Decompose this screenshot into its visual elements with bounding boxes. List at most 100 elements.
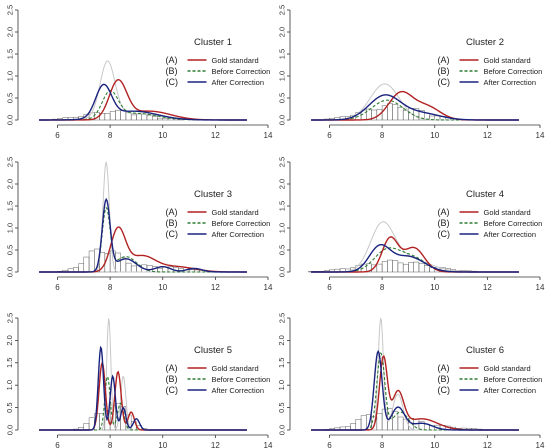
histogram-bar — [125, 262, 132, 273]
x-tick-label: 6 — [55, 283, 60, 292]
legend-label: Before Correction — [484, 67, 543, 76]
y-tick-label: 1.0 — [277, 71, 286, 81]
histogram-bar — [397, 107, 404, 121]
y-tick-label: 2.5 — [5, 5, 14, 15]
y-tick-label: 1.0 — [277, 223, 286, 233]
legend-label: Gold standard — [484, 56, 531, 65]
x-tick-label: 6 — [55, 441, 60, 448]
histogram-bar — [115, 109, 121, 121]
histogram-bar — [376, 263, 383, 273]
histogram-bar — [136, 113, 142, 121]
cluster-panel-1: 0.0 0.5 1.0 1.5 2.0 2.5 6 8 10 12 14 Cluster 1 (A) Go… — [5, 5, 273, 140]
y-tick-label: 0.5 — [277, 245, 286, 255]
x-tick-label: 14 — [264, 131, 273, 140]
histogram-bar — [360, 415, 367, 431]
histogram-bar — [125, 112, 132, 121]
histogram-bar — [381, 261, 388, 273]
y-tick-label: 1.5 — [277, 358, 286, 368]
cluster-panel-3: 0.0 0.5 1.0 1.5 2.0 2.5 6 8 10 12 14 Cluster 3 (A) Go… — [5, 157, 273, 292]
histogram-bar — [350, 423, 357, 431]
legend-key: (B) — [438, 374, 450, 384]
legend-key: (C) — [438, 385, 451, 395]
x-tick-label: 6 — [55, 131, 60, 140]
y-tick-label: 0.0 — [5, 267, 14, 277]
y-tick-label: 0.5 — [5, 402, 14, 412]
histogram-bar — [387, 259, 393, 273]
histogram-bar — [88, 250, 95, 273]
histogram-bar — [355, 419, 362, 431]
x-tick-label: 8 — [380, 441, 385, 448]
y-tick-label: 0.0 — [277, 115, 286, 125]
cluster-panel-4: 0.0 0.5 1.0 1.5 2.0 2.5 6 8 10 12 14 Cluster 4 (A) Go… — [277, 157, 545, 292]
y-tick-label: 2.5 — [5, 313, 14, 323]
y-tick-label: 2.0 — [5, 335, 14, 345]
y-tick-label: 1.5 — [5, 358, 14, 368]
legend-label: Before Correction — [212, 67, 271, 76]
legend-key: (B) — [438, 218, 450, 228]
cluster-panel-6: 0.0 0.5 1.0 1.5 2.0 2.5 6 8 10 12 14 Cluster 6 (A) Go… — [277, 313, 545, 448]
y-tick-label: 1.5 — [5, 201, 14, 211]
legend-key: (C) — [166, 77, 179, 87]
x-tick-label: 10 — [430, 441, 439, 448]
x-tick-label: 8 — [380, 131, 385, 140]
x-tick-label: 12 — [211, 441, 220, 448]
x-tick-label: 8 — [108, 283, 113, 292]
y-tick-label: 2.0 — [277, 335, 286, 345]
x-tick-label: 10 — [158, 441, 167, 448]
histogram-bar — [78, 263, 85, 273]
histogram-bar — [402, 263, 409, 273]
histogram-bar — [392, 260, 399, 273]
y-tick-label: 1.0 — [277, 380, 286, 390]
after-correction-line — [39, 83, 247, 121]
legend-label: Gold standard — [484, 208, 531, 217]
after-correction-line — [39, 345, 247, 431]
histogram-bar — [146, 114, 153, 121]
y-tick-label: 2.5 — [277, 5, 286, 15]
legend-label: After Correction — [212, 78, 265, 87]
legend-label: After Correction — [484, 78, 537, 87]
x-tick-label: 6 — [327, 131, 332, 140]
histogram-bar — [418, 263, 425, 273]
histogram-bar — [83, 256, 90, 273]
legend-key: (C) — [438, 229, 451, 239]
x-tick-label: 14 — [536, 131, 545, 140]
x-tick-label: 6 — [327, 441, 332, 448]
histogram-bar — [157, 117, 163, 121]
legend-key: (B) — [166, 374, 178, 384]
y-tick-label: 2.0 — [277, 27, 286, 37]
y-tick-label: 2.0 — [5, 179, 14, 189]
y-tick-label: 2.5 — [5, 157, 14, 167]
after-correction-line — [311, 349, 519, 431]
y-tick-label: 0.0 — [277, 425, 286, 435]
y-tick-label: 0.5 — [5, 245, 14, 255]
x-tick-label: 10 — [158, 283, 167, 292]
before-correction-line — [39, 375, 247, 431]
x-tick-label: 10 — [430, 283, 439, 292]
y-tick-label: 1.0 — [5, 71, 14, 81]
legend-label: After Correction — [212, 230, 265, 239]
legend-key: (A) — [438, 363, 450, 373]
y-tick-label: 2.5 — [277, 313, 286, 323]
legend-key: (C) — [166, 229, 179, 239]
legend-label: Gold standard — [484, 364, 531, 373]
histogram-bar — [397, 416, 404, 431]
x-tick-label: 10 — [158, 131, 167, 140]
before-correction-line — [39, 90, 247, 121]
cluster-title: Cluster 1 — [194, 37, 232, 48]
legend-key: (C) — [438, 77, 451, 87]
legend-key: (B) — [166, 218, 178, 228]
histogram-bar — [381, 105, 388, 121]
before-correction-line — [39, 206, 247, 273]
y-tick-label: 1.5 — [5, 49, 14, 59]
y-tick-label: 2.0 — [5, 27, 14, 37]
y-tick-label: 2.0 — [277, 179, 286, 189]
x-tick-label: 12 — [211, 131, 220, 140]
x-tick-label: 12 — [483, 131, 492, 140]
histogram-bar — [397, 262, 404, 273]
cluster-title: Cluster 4 — [466, 189, 504, 200]
legend-label: Before Correction — [212, 375, 271, 384]
legend-label: Before Correction — [212, 219, 271, 228]
legend-key: (A) — [166, 55, 178, 65]
legend-label: Gold standard — [212, 208, 259, 217]
